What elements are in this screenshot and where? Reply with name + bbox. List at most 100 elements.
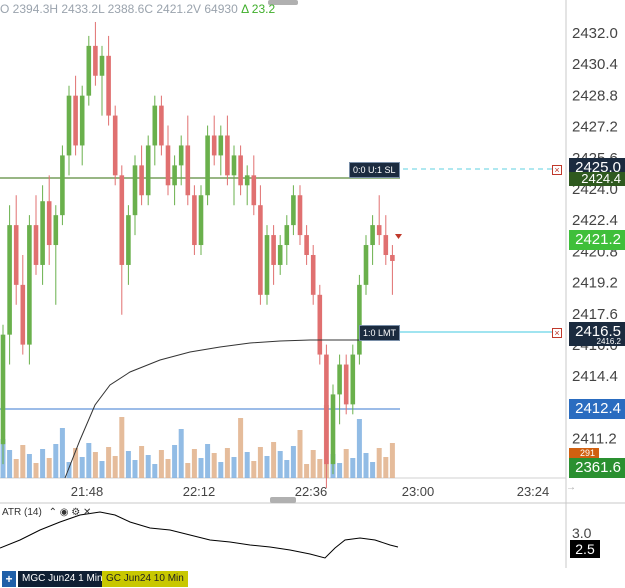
lmt-order-label[interactable]: 1:0 LMT	[359, 325, 401, 341]
volume-bar	[46, 458, 52, 478]
price-label: 2432.0	[572, 25, 618, 42]
candle-body	[218, 135, 224, 156]
vol-tag: 291	[569, 448, 599, 458]
price-label: 2430.4	[572, 56, 618, 73]
candle-body	[205, 135, 210, 196]
volume-bar	[99, 461, 105, 478]
candle-body	[27, 225, 32, 345]
candle-body	[271, 235, 276, 265]
candle-body	[225, 135, 230, 176]
volume-bar	[40, 449, 46, 478]
volume-bar	[337, 463, 343, 478]
candle-body	[330, 394, 336, 465]
volume-bar	[191, 449, 197, 478]
volume-bar	[350, 458, 356, 478]
volume-bar	[7, 450, 13, 478]
candle-body	[53, 215, 59, 246]
candle-body	[350, 354, 356, 405]
volume-bar	[297, 430, 303, 478]
close-icon[interactable]: ✕	[83, 507, 92, 518]
change-value: Δ 23.2	[241, 2, 276, 16]
gear-icon[interactable]: ⚙	[71, 507, 81, 518]
volume-bar	[238, 418, 244, 478]
candle-body	[310, 254, 316, 295]
pane-resize-handle	[270, 497, 296, 503]
ohlc-text: O 2394.3H 2433.2L 2388.6C 2421.2V 64930	[0, 2, 238, 16]
volume-bar	[224, 448, 230, 478]
candle-body	[99, 55, 105, 76]
volume-bar	[343, 449, 349, 478]
candle-body	[324, 354, 329, 465]
time-label: 22:12	[183, 484, 216, 499]
candle-body	[79, 95, 85, 146]
chart-canvas[interactable]: 2432.02430.42428.82427.22425.62424.02422…	[0, 0, 625, 569]
volume-bar	[53, 444, 59, 478]
candle-body	[139, 165, 144, 196]
volume-bar	[125, 451, 131, 478]
candle-body	[73, 95, 78, 146]
atr-value: 2.5	[570, 540, 600, 558]
last-price-marker	[395, 234, 402, 239]
add-chart-icon[interactable]: +	[2, 571, 16, 587]
sl-order-label[interactable]: 0:0 U:1 SL	[349, 162, 400, 178]
volume-bar	[376, 448, 382, 478]
volume-bar	[310, 450, 316, 478]
candle-body	[185, 145, 191, 196]
candle-body	[317, 294, 323, 355]
candle-body	[211, 135, 217, 156]
volume-bar	[86, 443, 92, 478]
volume-bar	[257, 447, 263, 478]
chevron-up-icon[interactable]: ⌃	[48, 507, 57, 518]
price-label: 2428.8	[572, 87, 618, 104]
time-label: 23:24	[517, 484, 550, 499]
volume-bar	[106, 447, 112, 478]
volume-bar	[13, 459, 19, 478]
candle-body	[277, 245, 283, 265]
volume-bar	[211, 453, 217, 478]
candle-body	[343, 364, 349, 405]
candle-body	[132, 165, 138, 216]
atr-label: ATR (14) ⌃ ◉ ⚙ ✕	[2, 507, 91, 518]
candle-body	[337, 364, 342, 395]
candle-body	[126, 215, 131, 265]
cancel-lmt-icon[interactable]: ×	[552, 328, 562, 338]
volume-bar	[370, 462, 376, 478]
candle-body	[93, 45, 98, 76]
candle-body	[390, 254, 395, 261]
volume-bar	[290, 446, 296, 478]
candle-body	[7, 225, 12, 335]
time-label: 22:36	[295, 484, 328, 499]
time-label: 23:00	[402, 484, 435, 499]
candle-body	[145, 145, 151, 196]
atr-axis-label: 3.0	[572, 525, 592, 541]
candle-body	[178, 145, 184, 166]
volume-bar	[317, 459, 323, 478]
ohlc-info-bar: O 2394.3H 2433.2L 2388.6C 2421.2V 64930 …	[0, 2, 275, 16]
candle-body	[370, 225, 375, 246]
candle-body	[291, 195, 296, 226]
volume-bar	[356, 419, 362, 478]
tab-gc-jun24[interactable]: GC Jun24 10 Min	[102, 571, 188, 587]
candle-body	[284, 225, 290, 246]
volume-price-tag: 2361.6	[569, 458, 625, 478]
candle-body	[238, 155, 243, 186]
candle-body	[13, 225, 19, 285]
volume-bar	[185, 463, 191, 478]
volume-bar	[92, 452, 98, 478]
price-label: 2422.4	[572, 212, 618, 229]
price-label: 2417.6	[572, 306, 618, 323]
top-scroll-handle	[268, 0, 298, 5]
volume-bar	[277, 451, 283, 478]
volume-bar	[119, 417, 125, 478]
volume-bar	[73, 448, 79, 478]
tab-mgc-jun24[interactable]: MGC Jun24 1 Min	[18, 571, 107, 587]
moving-average-line	[64, 339, 370, 479]
candle-body	[258, 205, 263, 295]
volume-bar	[112, 456, 118, 478]
cancel-sl-icon[interactable]: ×	[552, 165, 562, 175]
candle-body	[172, 165, 177, 186]
volume-bar	[26, 454, 32, 478]
volume-bar	[132, 460, 138, 478]
candle-body	[376, 225, 382, 236]
eye-icon[interactable]: ◉	[59, 507, 69, 518]
